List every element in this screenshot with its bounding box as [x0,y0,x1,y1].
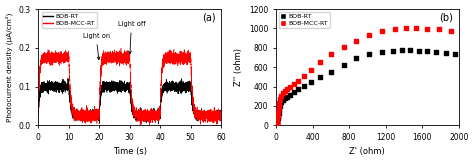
X-axis label: Time (s): Time (s) [113,147,147,156]
BOB-MCC-RT [307,69,315,71]
BOB-MCC-RT [365,33,373,36]
BOB-RT [407,49,414,52]
BOB-MCC-RT [294,79,302,82]
BOB-RT [276,105,284,107]
BOB-MCC-RT [412,27,419,30]
BOB-RT [279,99,287,101]
BOB-MCC-RT [273,123,280,125]
BOB-RT [156,123,162,125]
Line: BOB-RT: BOB-RT [38,78,221,124]
BOB-MCC-RT [290,83,298,85]
BOB-MCC-RT [353,39,360,42]
BOB-RT [273,124,280,126]
BOB-MCC-RT [281,90,289,92]
BOB-RT [273,123,280,126]
BOB-RT [327,70,335,73]
BOB-MCC-RT [80,111,86,113]
BOB-RT [365,53,373,55]
BOB-RT [273,119,281,121]
BOB-MCC-RT [118,60,123,62]
Text: Light off: Light off [118,22,145,54]
BOB-RT [442,52,450,54]
BOB-RT [274,114,282,117]
BOB-MCC-RT [402,27,410,30]
BOB-RT [307,81,315,83]
BOB-RT [286,93,294,96]
BOB-MCC-RT [273,121,281,124]
BOB-RT [219,115,224,117]
BOB-RT [275,111,283,114]
BOB-RT [290,91,298,94]
BOB-RT [423,50,430,52]
BOB-MCC-RT [278,95,285,98]
BOB-RT [273,121,281,123]
BOB-RT [316,76,324,79]
BOB-RT [80,114,86,116]
BOB-RT [276,108,283,111]
BOB-MCC-RT [79,111,85,113]
BOB-RT [104,83,110,85]
Line: BOB-MCC-RT: BOB-MCC-RT [38,48,221,125]
Y-axis label: Photocurrent density (μA/cm²): Photocurrent density (μA/cm²) [6,12,13,122]
BOB-MCC-RT [327,53,335,55]
BOB-MCC-RT [274,110,282,112]
BOB-RT [353,57,360,60]
Legend: BOB-RT, BOB-MCC-RT: BOB-RT, BOB-MCC-RT [42,12,97,28]
BOB-RT [78,117,84,119]
BOB-RT [118,88,123,90]
BOB-RT [432,51,440,53]
Text: Light on: Light on [82,33,109,60]
BOB-RT [79,113,85,115]
BOB-RT [398,49,406,52]
BOB-RT [294,88,302,91]
BOB-MCC-RT [36,110,41,112]
BOB-MCC-RT [219,110,224,112]
Legend: BOB-RT, BOB-MCC-RT: BOB-RT, BOB-MCC-RT [279,12,330,28]
BOB-MCC-RT [275,106,283,109]
BOB-MCC-RT [273,119,281,122]
BOB-MCC-RT [300,75,308,78]
BOB-MCC-RT [118,47,124,49]
BOB-RT [415,49,422,52]
BOB-MCC-RT [391,28,399,30]
BOB-RT [340,64,347,66]
BOB-RT [65,77,71,79]
BOB-MCC-RT [104,58,110,60]
BOB-MCC-RT [286,85,294,88]
BOB-MCC-RT [283,88,291,90]
BOB-RT [389,49,397,52]
BOB-MCC-RT [78,109,84,111]
Text: (a): (a) [202,12,216,23]
BOB-MCC-RT [273,116,281,119]
BOB-RT [300,85,308,87]
BOB-MCC-RT [279,92,287,95]
BOB-MCC-RT [274,114,282,116]
BOB-RT [278,101,285,104]
BOB-MCC-RT [273,124,280,126]
X-axis label: Z' (ohm): Z' (ohm) [349,147,385,156]
BOB-MCC-RT [217,115,223,117]
BOB-RT [281,97,289,99]
BOB-MCC-RT [435,28,442,30]
BOB-MCC-RT [378,29,386,32]
BOB-MCC-RT [316,61,324,64]
Y-axis label: Z'' (ohm): Z'' (ohm) [234,48,243,86]
Text: (b): (b) [439,12,453,23]
BOB-RT [274,117,282,119]
BOB-RT [378,50,386,53]
BOB-MCC-RT [276,102,283,104]
BOB-RT [273,122,281,125]
BOB-MCC-RT [276,98,284,101]
BOB-MCC-RT [423,27,430,30]
BOB-RT [217,116,223,118]
BOB-RT [36,114,41,116]
BOB-MCC-RT [146,124,152,126]
BOB-MCC-RT [340,46,347,48]
BOB-RT [451,52,459,55]
BOB-RT [283,95,291,98]
BOB-MCC-RT [447,29,455,32]
